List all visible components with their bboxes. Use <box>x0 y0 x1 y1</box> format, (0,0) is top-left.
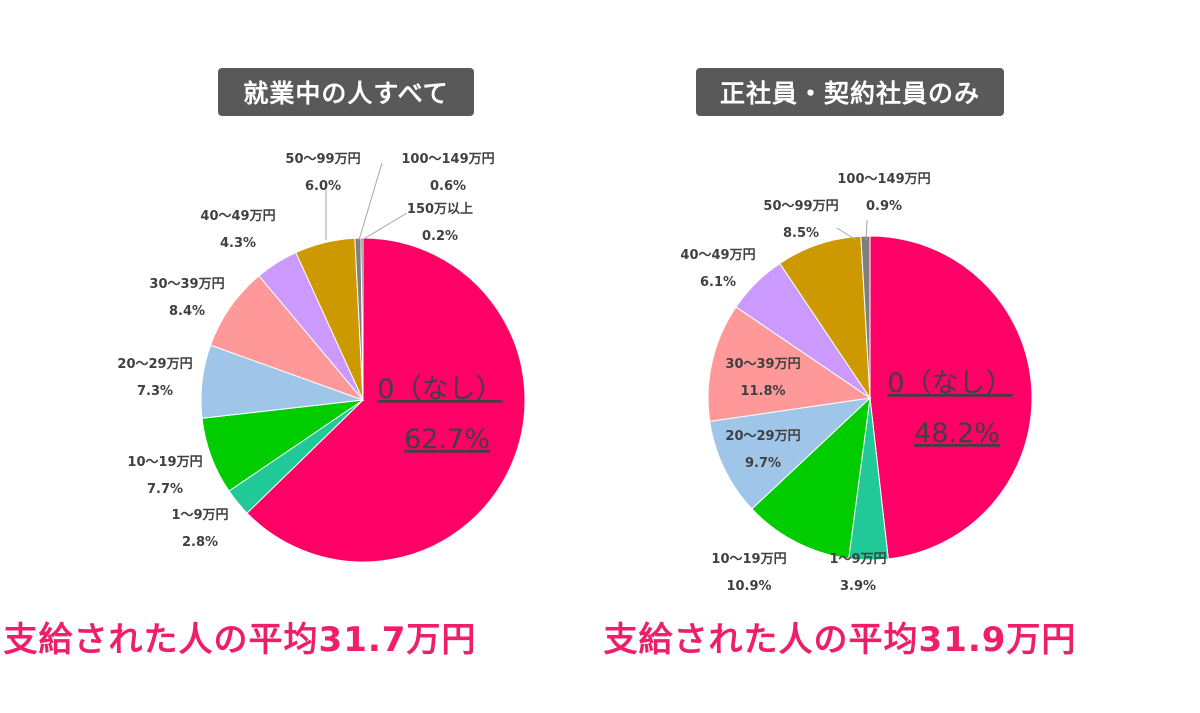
slice-label-name: 20～29万円 <box>117 357 192 372</box>
slice-label-value: 11.8% <box>740 384 785 399</box>
pie-chart-regular: 0（なし） 48.2% 1～9万円 3.9% 10～19万円 10.9% 20～29万円 9.… <box>680 172 1033 594</box>
slice-label-value: 4.3% <box>220 236 256 251</box>
slice-label-name: 50～99万円 <box>763 199 838 214</box>
slice-label-name: 150万以上 <box>407 202 473 217</box>
leader-line <box>836 227 857 241</box>
slice-label-value: 0.6% <box>430 179 466 194</box>
average-footer: 支給された人の平均31.9万円 <box>603 620 1077 660</box>
slice-label-name: 20～29万円 <box>725 429 800 444</box>
slice-label-value: 7.7% <box>147 482 183 497</box>
leader-line <box>865 219 868 241</box>
slice-label-name: 1～9万円 <box>829 552 886 567</box>
slice-label-value: 6.1% <box>700 275 736 290</box>
pie-slice <box>860 235 871 399</box>
chart-panel-all: 就業中の人すべて 0（なし） 62.7% 1～9万円 2.8% 10～19万円 7.7% 2… <box>3 68 526 660</box>
slice-label-name: 10～19万円 <box>711 552 786 567</box>
pie-slice <box>869 235 1033 560</box>
slice-label-name: 0（なし） <box>377 374 502 405</box>
chart-title: 就業中の人すべて <box>218 68 474 116</box>
chart-panel-regular: 正社員・契約社員のみ 0（なし） 48.2% 1～9万円 3.9% 10～19万円 10.… <box>600 0 1200 713</box>
slice-label-name: 30～39万円 <box>149 277 224 292</box>
pie-slice <box>360 237 364 401</box>
slice-label-name: 40～49万円 <box>680 248 755 263</box>
slice-label-value: 0.9% <box>866 199 902 214</box>
slice-label-value: 7.3% <box>137 384 173 399</box>
slice-label-name: 30～39万円 <box>725 357 800 372</box>
slice-label-value: 0.2% <box>422 229 458 244</box>
slice-label-value: 10.9% <box>726 579 771 594</box>
slice-label-value: 48.2% <box>914 418 1000 449</box>
slice-label-name: 1～9万円 <box>171 508 228 523</box>
slice-label-value: 8.4% <box>169 304 205 319</box>
slice-label-value: 9.7% <box>745 456 781 471</box>
pie-slice <box>246 237 526 563</box>
leader-line <box>358 162 383 241</box>
slice-label-name: 10～19万円 <box>127 455 202 470</box>
slice-label-value: 6.0% <box>305 179 341 194</box>
slice-label-value: 62.7% <box>404 424 490 455</box>
pie-slice <box>709 397 872 510</box>
pie-slice <box>707 306 872 422</box>
slice-label-name: 0（なし） <box>887 368 1012 399</box>
pie-chart-all: 0（なし） 62.7% 1～9万円 2.8% 10～19万円 7.7% 20～29万円 7.3… <box>117 152 526 563</box>
slice-label-name: 100～149万円 <box>837 172 930 187</box>
slice-label-name: 40～49万円 <box>200 209 275 224</box>
pie-slice <box>209 275 365 402</box>
slice-label-value: 3.9% <box>840 579 876 594</box>
slice-label-value: 8.5% <box>783 226 819 241</box>
slice-label-name: 50～99万円 <box>285 152 360 167</box>
slice-label-value: 2.8% <box>182 535 218 550</box>
pie-slice <box>779 235 871 400</box>
pie-slice <box>751 396 871 560</box>
average-footer: 支給された人の平均31.7万円 <box>3 620 477 660</box>
leader-line <box>361 212 408 241</box>
slice-label-name: 100～149万円 <box>401 152 494 167</box>
chart-title: 正社員・契約社員のみ <box>696 68 1004 116</box>
